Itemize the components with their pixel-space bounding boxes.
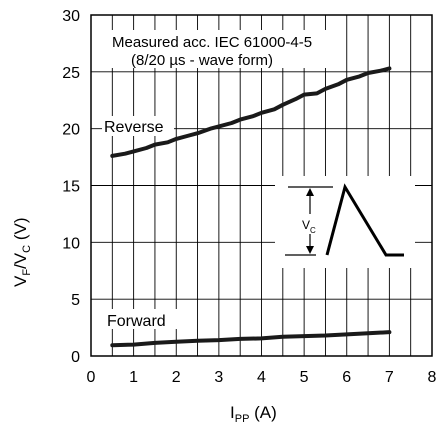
inset-arrowhead-up	[306, 188, 314, 196]
y-tick-label: 5	[71, 292, 80, 309]
series-line-forward	[110, 330, 392, 348]
y-tick-label: 10	[62, 235, 80, 252]
x-tick-label: 1	[129, 369, 138, 386]
series-label-reverse: Reverse	[104, 119, 164, 136]
series-line-reverse	[110, 66, 392, 158]
y-tick-label: 20	[62, 122, 80, 139]
annotation-box	[103, 30, 327, 68]
y-axis-label: VF/VC (V)	[11, 218, 33, 287]
x-tick-label: 4	[257, 369, 266, 386]
annotation-line-2: (8/20 µs - wave form)	[131, 52, 273, 69]
reverse-label-bg	[102, 116, 174, 136]
x-tick-label: 3	[214, 369, 223, 386]
x-tick-label: 5	[300, 369, 309, 386]
x-tick-label: 6	[342, 369, 351, 386]
annotation-line-1: Measured acc. IEC 61000-4-5	[112, 34, 312, 51]
forward-label-bg	[105, 309, 181, 329]
series-layer	[110, 66, 392, 348]
y-tick-label: 15	[62, 179, 80, 196]
tick-labels: 0 1 2 3 4 5 6 7 8 0 5 10 15 20 25 30	[62, 8, 436, 386]
series-label-forward: Forward	[107, 313, 166, 330]
y-tick-label: 25	[62, 65, 80, 82]
inset-arrowhead-down	[306, 246, 314, 254]
pulse-inset: VC	[275, 176, 415, 268]
x-tick-label: 8	[428, 369, 437, 386]
x-tick-label: 0	[87, 369, 96, 386]
inset-pulse-waveform	[325, 183, 404, 257]
x-axis-label: IPP (A)	[230, 403, 277, 425]
x-tick-label: 2	[172, 369, 181, 386]
plot-frame	[90, 14, 433, 357]
y-tick-label: 30	[62, 8, 80, 25]
y-tick-label: 0	[71, 349, 80, 366]
inset-vc-label: VC	[302, 218, 316, 235]
x-tick-label: 7	[385, 369, 394, 386]
